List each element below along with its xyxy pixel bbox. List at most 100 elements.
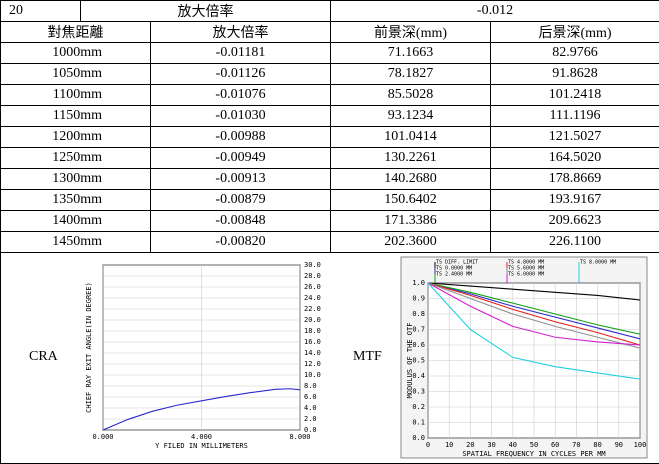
cell: 150.6402 — [330, 189, 491, 211]
legend-label: TS 4.8000 MM — [508, 260, 544, 266]
cell: 78.1827 — [330, 63, 491, 85]
y-tick-label: 0.3 — [412, 388, 425, 396]
cell: 130.2261 — [330, 147, 491, 169]
x-tick-label: 80 — [593, 441, 601, 449]
y-tick-label: 16.0 — [304, 338, 321, 346]
cell: 1050mm — [0, 63, 151, 85]
cell: 71.1663 — [330, 42, 491, 64]
y-tick-label: 0.1 — [412, 419, 425, 427]
series-line — [427, 282, 641, 340]
cell: 82.9766 — [489, 42, 659, 64]
cell: 121.5027 — [489, 126, 659, 148]
cell: -0.00913 — [150, 168, 331, 190]
cell: 91.8628 — [489, 63, 659, 85]
y-tick-label: 24.0 — [304, 294, 321, 302]
cell: 1150mm — [0, 105, 151, 127]
chart-label: CRA — [29, 349, 58, 364]
x-tick-label: 100 — [634, 441, 647, 449]
y-tick-label: 18.0 — [304, 327, 321, 335]
y-tick-label: 1.0 — [412, 279, 425, 287]
series-line — [427, 282, 641, 301]
x-axis-label: SPATIAL FREQUENCY IN CYCLES PER MM — [462, 450, 605, 458]
y-tick-label: 12.0 — [304, 360, 321, 368]
cell: 178.8669 — [489, 168, 659, 190]
cell: 1350mm — [0, 189, 151, 211]
header-cell: 后景深(mm) — [489, 21, 659, 43]
cell: 1450mm — [0, 231, 151, 253]
header-cell: 放大倍率 — [150, 21, 331, 43]
legend-label: TS 8.0000 MM — [580, 260, 616, 266]
x-tick-label: 90 — [615, 441, 623, 449]
cell: 209.6623 — [489, 210, 659, 232]
series-line — [427, 282, 641, 380]
x-tick-label: 0.000 — [92, 433, 113, 441]
x-tick-label: 10 — [445, 441, 453, 449]
y-tick-label: 0.5 — [412, 357, 425, 365]
cell: 放大倍率 — [80, 0, 331, 22]
header-cell: 對焦距離 — [0, 21, 151, 43]
x-tick-label: 20 — [466, 441, 474, 449]
y-axis-label: CHIEF RAY EXIT ANGLE(IN DEGREE) — [85, 282, 93, 413]
y-tick-label: 30.0 — [304, 261, 321, 269]
cell: 101.2418 — [489, 84, 659, 106]
cell: 171.3386 — [330, 210, 491, 232]
cell: -0.00988 — [150, 126, 331, 148]
y-tick-label: 0.2 — [412, 403, 425, 411]
x-tick-label: 0 — [426, 441, 430, 449]
cell: 193.9167 — [489, 189, 659, 211]
x-tick-label: 50 — [530, 441, 538, 449]
y-tick-label: 0.0 — [304, 426, 317, 434]
y-tick-label: 28.0 — [304, 272, 321, 280]
sheet: 20 放大倍率 -0.012 對焦距離 放大倍率 前景深(mm) 后景深(mm) 1000… — [0, 0, 659, 253]
series-line — [427, 282, 641, 346]
legend-label: TS 0.0000 MM — [436, 266, 472, 272]
chart-label: MTF — [353, 349, 382, 364]
x-tick-label: 4.000 — [191, 433, 212, 441]
y-tick-label: 14.0 — [304, 349, 321, 357]
cell: 140.2680 — [330, 168, 491, 190]
series-line — [427, 282, 641, 335]
cell: 1200mm — [0, 126, 151, 148]
x-axis-label: Y FILED IN MILLIMETERS — [155, 442, 248, 450]
y-tick-label: 0.0 — [412, 434, 425, 442]
cell: -0.012 — [329, 0, 659, 22]
cell: 226.1100 — [489, 231, 659, 253]
x-tick-label: 30 — [487, 441, 495, 449]
y-tick-label: 0.4 — [412, 372, 425, 380]
series-line — [102, 388, 301, 431]
y-tick-label: 0.6 — [412, 341, 425, 349]
cell: -0.01030 — [150, 105, 331, 127]
series-line — [427, 282, 641, 349]
cell: -0.01076 — [150, 84, 331, 106]
mtf-chart: 0.0 0.1 0.2 0.3 0.4 0.5 0.6 0.7 0.8 0.9 1.0 0 10 20 30… — [400, 256, 648, 459]
y-tick-label: 0.7 — [412, 326, 425, 334]
cell: 1100mm — [0, 84, 151, 106]
cell: 1250mm — [0, 147, 151, 169]
cell: 1300mm — [0, 168, 151, 190]
cell: -0.00879 — [150, 189, 331, 211]
cell: 1000mm — [0, 42, 151, 64]
legend-label: TS 6.0000 MM — [508, 272, 544, 278]
cra-chart: 0.0 2.0 4.0 6.0 8.0 10.0 12.0 14.0 16.0 18.0 20.0 2… — [85, 261, 321, 450]
y-tick-label: 4.0 — [304, 404, 317, 412]
cell: -0.00848 — [150, 210, 331, 232]
legend-label: TS DIFF. LIMIT — [436, 260, 478, 266]
y-tick-label: 6.0 — [304, 393, 317, 401]
x-tick-label: 60 — [551, 441, 559, 449]
y-tick-label: 10.0 — [304, 371, 321, 379]
header-cell: 前景深(mm) — [330, 21, 491, 43]
cell: -0.00949 — [150, 147, 331, 169]
y-tick-label: 20.0 — [304, 316, 321, 324]
x-tick-label: 8.000 — [289, 433, 310, 441]
cell: -0.00820 — [150, 231, 331, 253]
y-tick-label: 2.0 — [304, 415, 317, 423]
y-tick-label: 26.0 — [304, 283, 321, 291]
x-tick-label: 70 — [572, 441, 580, 449]
y-tick-label: 0.8 — [412, 310, 425, 318]
cell: -0.01181 — [150, 42, 331, 64]
cell: 111.1196 — [489, 105, 659, 127]
x-tick-label: 40 — [509, 441, 517, 449]
cell: 164.5020 — [489, 147, 659, 169]
cell: 93.1234 — [330, 105, 491, 127]
